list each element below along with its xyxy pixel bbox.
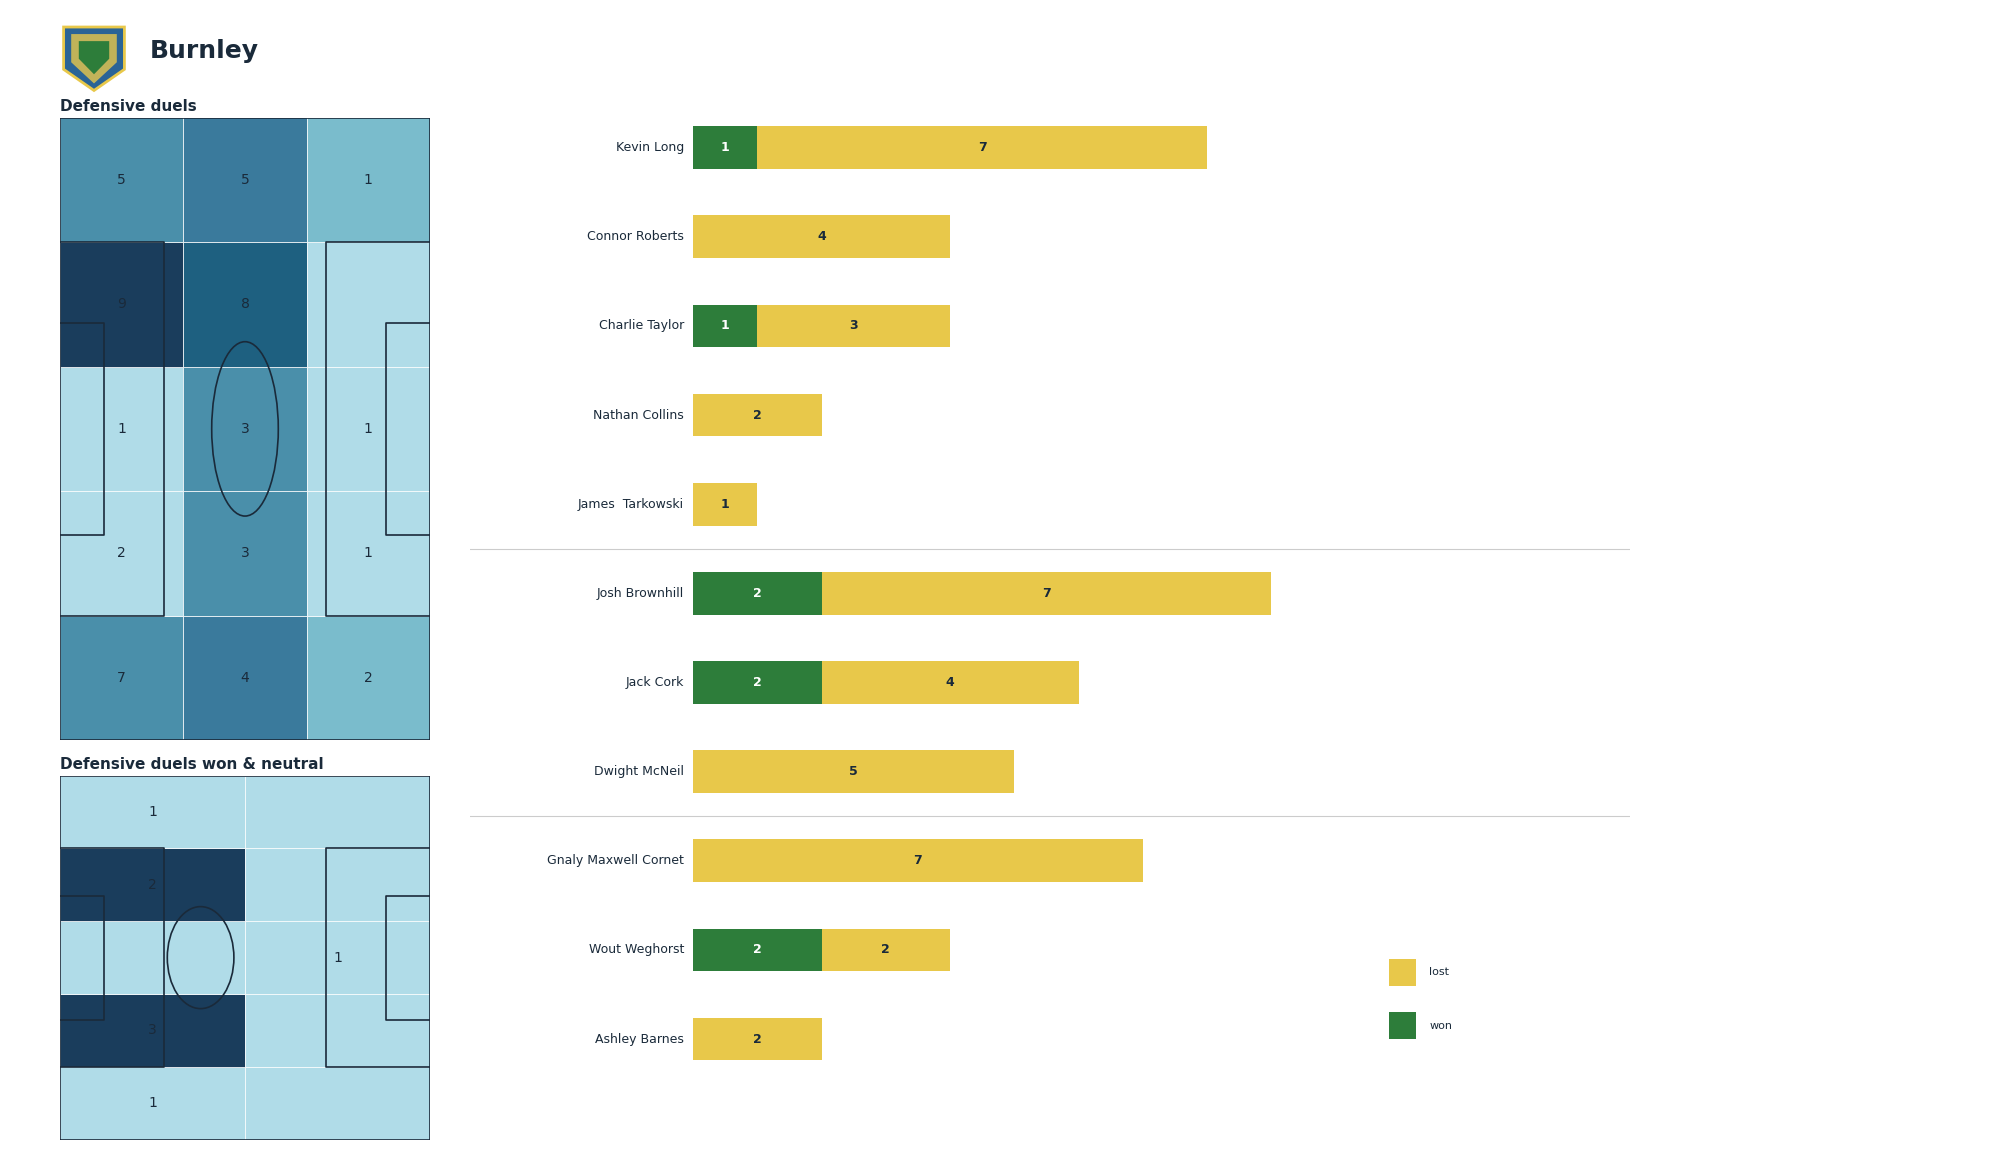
Text: 1: 1 — [720, 320, 730, 333]
Text: 5: 5 — [240, 173, 250, 187]
Text: lost: lost — [1430, 967, 1450, 978]
Bar — [306, 118, 430, 242]
Bar — [306, 242, 430, 367]
Bar — [244, 776, 430, 848]
Text: Burnley: Burnley — [150, 39, 260, 62]
Text: 1: 1 — [148, 1096, 156, 1110]
Text: won: won — [1430, 1021, 1452, 1030]
Bar — [60, 776, 244, 848]
Polygon shape — [72, 34, 116, 83]
Bar — [694, 483, 758, 525]
Bar — [244, 994, 430, 1067]
Bar — [1390, 1013, 1416, 1039]
Text: Ashley Barnes: Ashley Barnes — [596, 1033, 684, 1046]
Bar — [60, 118, 184, 242]
Text: Defensive duels: Defensive duels — [60, 99, 196, 114]
Bar — [184, 616, 306, 740]
Text: 7: 7 — [914, 854, 922, 867]
Text: 2: 2 — [752, 676, 762, 689]
Bar — [694, 394, 822, 436]
Bar — [244, 1067, 430, 1140]
Text: 7: 7 — [118, 671, 126, 685]
Text: Nathan Collins: Nathan Collins — [594, 409, 684, 422]
Text: Kevin Long: Kevin Long — [616, 141, 684, 154]
Bar — [694, 304, 758, 348]
Bar — [60, 491, 184, 616]
Bar — [694, 572, 822, 615]
Text: 1: 1 — [364, 422, 372, 436]
Text: 7: 7 — [1042, 586, 1050, 600]
Text: 1: 1 — [720, 498, 730, 511]
Bar — [244, 848, 430, 921]
Text: 4: 4 — [240, 671, 250, 685]
Text: Wout Weghorst: Wout Weghorst — [588, 944, 684, 956]
Text: 3: 3 — [148, 1023, 156, 1038]
Text: 3: 3 — [850, 320, 858, 333]
Bar — [694, 662, 822, 704]
Text: 2: 2 — [882, 944, 890, 956]
Text: Defensive duels won & neutral: Defensive duels won & neutral — [60, 757, 324, 772]
Text: 2: 2 — [364, 671, 372, 685]
Bar — [694, 215, 950, 258]
Bar — [306, 367, 430, 491]
Bar — [184, 242, 306, 367]
Text: 5: 5 — [118, 173, 126, 187]
Text: 3: 3 — [240, 422, 250, 436]
Bar — [694, 126, 758, 169]
Bar — [60, 242, 184, 367]
Text: 1: 1 — [118, 422, 126, 436]
Text: 2: 2 — [148, 878, 156, 892]
Text: 5: 5 — [850, 765, 858, 778]
Bar — [822, 928, 950, 972]
Bar — [60, 848, 244, 921]
Bar — [694, 1018, 822, 1061]
Bar — [758, 304, 950, 348]
Text: James  Tarkowski: James Tarkowski — [578, 498, 684, 511]
Bar — [60, 367, 184, 491]
Bar — [184, 367, 306, 491]
Text: 2: 2 — [752, 1033, 762, 1046]
Text: 3: 3 — [240, 546, 250, 560]
Text: 4: 4 — [818, 230, 826, 243]
Text: 1: 1 — [364, 173, 372, 187]
Text: 7: 7 — [978, 141, 986, 154]
Bar — [694, 928, 822, 972]
Text: 1: 1 — [720, 141, 730, 154]
Bar — [694, 751, 1014, 793]
Bar — [244, 921, 430, 994]
Text: 1: 1 — [364, 546, 372, 560]
Text: 9: 9 — [118, 297, 126, 311]
Text: 1: 1 — [148, 805, 156, 819]
Text: 2: 2 — [752, 586, 762, 600]
Text: 2: 2 — [118, 546, 126, 560]
Text: Connor Roberts: Connor Roberts — [588, 230, 684, 243]
Text: Jack Cork: Jack Cork — [626, 676, 684, 689]
Text: 1: 1 — [334, 951, 342, 965]
Bar — [184, 491, 306, 616]
Bar — [822, 662, 1078, 704]
Text: 2: 2 — [752, 409, 762, 422]
Polygon shape — [64, 27, 124, 90]
Bar — [60, 616, 184, 740]
Bar — [758, 126, 1208, 169]
Polygon shape — [78, 41, 110, 74]
Bar — [306, 491, 430, 616]
Text: 4: 4 — [946, 676, 954, 689]
Bar — [822, 572, 1272, 615]
Bar — [184, 118, 306, 242]
Bar — [1390, 959, 1416, 986]
Bar — [60, 994, 244, 1067]
Text: Josh Brownhill: Josh Brownhill — [596, 586, 684, 600]
Text: Charlie Taylor: Charlie Taylor — [598, 320, 684, 333]
Text: Gnaly Maxwell Cornet: Gnaly Maxwell Cornet — [548, 854, 684, 867]
Text: 2: 2 — [752, 944, 762, 956]
Text: 8: 8 — [240, 297, 250, 311]
Bar — [694, 839, 1142, 882]
Bar — [306, 616, 430, 740]
Bar — [60, 1067, 244, 1140]
Text: Dwight McNeil: Dwight McNeil — [594, 765, 684, 778]
Bar — [60, 921, 244, 994]
